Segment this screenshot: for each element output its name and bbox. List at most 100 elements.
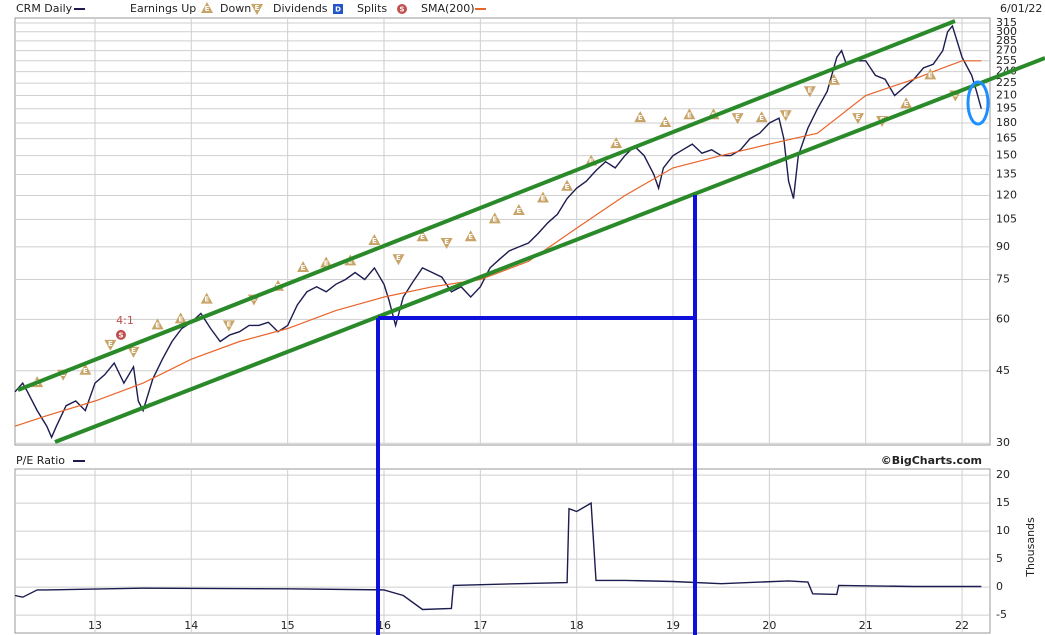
series-line	[14, 60, 982, 427]
marker-shape	[320, 256, 333, 268]
marker: E	[779, 110, 792, 122]
marker: S	[115, 329, 126, 340]
marker: E	[900, 97, 913, 109]
marker-label: E	[255, 4, 260, 12]
marker: S	[397, 4, 407, 14]
channel-line	[54, 56, 1045, 444]
plot-frame	[14, 468, 991, 634]
y-tick-label: 165	[996, 132, 1017, 145]
marker: E	[368, 234, 381, 246]
x-tick-label: 19	[666, 619, 680, 632]
marker: E	[222, 320, 235, 332]
marker-shape	[779, 110, 792, 122]
marker-shape	[683, 108, 696, 120]
marker-shape	[251, 4, 263, 15]
y-tick-label: 120	[996, 188, 1017, 201]
marker-shape	[200, 292, 213, 304]
marker-shape	[561, 179, 574, 191]
x-tick-label: 21	[859, 619, 873, 632]
marker-shape	[127, 346, 140, 358]
annotations	[17, 19, 1045, 635]
marker-shape	[488, 212, 501, 224]
x-tick-label: 13	[88, 619, 102, 632]
marker-label: E	[178, 315, 183, 323]
legend-label: Down	[220, 2, 251, 15]
y-tick-label: 0	[996, 580, 1003, 593]
marker-shape	[392, 254, 405, 266]
marker: E	[561, 179, 574, 191]
marker-label: E	[420, 233, 425, 241]
marker-label: E	[83, 367, 88, 375]
y-tick-label: 60	[996, 312, 1010, 325]
marker-label: E	[832, 77, 837, 85]
marker-label: E	[516, 207, 521, 215]
legend-label: Earnings Up	[130, 2, 196, 15]
marker-shape	[222, 320, 235, 332]
marker-label: E	[396, 254, 401, 262]
y-tick-label: 195	[996, 102, 1017, 115]
marker-label: E	[348, 257, 353, 265]
x-tick-label: 14	[184, 619, 198, 632]
marker: E	[610, 137, 623, 149]
marker-label: E	[687, 111, 692, 119]
y-tick-label: 300	[996, 25, 1017, 38]
marker: E	[392, 254, 405, 266]
y-tick-label: 15	[996, 496, 1010, 509]
marker: E	[924, 68, 937, 80]
highlight-ellipse	[966, 80, 990, 126]
marker-shape	[755, 111, 768, 123]
legend-label: CRM Daily	[16, 2, 73, 15]
y-tick-label: -5	[996, 608, 1007, 621]
marker: E	[755, 111, 768, 123]
marker: E	[659, 116, 672, 128]
marker-shape	[174, 312, 187, 324]
legend-label: Splits	[357, 2, 387, 15]
marker-label: E	[856, 113, 861, 121]
marker-label: E	[565, 183, 570, 191]
legend: CRM Daily Earnings Up E Down E Dividends D Spli…	[16, 2, 486, 15]
marker-shape	[803, 86, 816, 98]
marker: E	[104, 339, 117, 351]
date-label: 6/01/22	[1000, 2, 1042, 15]
marker-label: E	[372, 237, 377, 245]
marker-shape	[115, 329, 126, 340]
y-tick-label: 5	[996, 552, 1003, 565]
marker: E	[731, 113, 744, 125]
y-tick-label: 135	[996, 167, 1017, 180]
marker-shape	[610, 137, 623, 149]
marker-label: E	[205, 5, 210, 13]
x-tick-label: 18	[570, 619, 584, 632]
y-tick-label: 75	[996, 272, 1010, 285]
marker-label: D	[335, 6, 341, 14]
x-tick-label: 17	[473, 619, 487, 632]
marker: E	[803, 86, 816, 98]
marker-shape	[416, 230, 429, 242]
marker-shape	[333, 4, 343, 14]
marker-label: E	[301, 264, 306, 272]
marker-label: E	[541, 194, 546, 202]
marker-label: E	[783, 110, 788, 118]
marker: E	[127, 346, 140, 358]
marker: D	[333, 4, 343, 14]
marker: E	[852, 113, 865, 125]
y-tick-label: 285	[996, 34, 1017, 47]
y-tick-label: 90	[996, 240, 1010, 253]
marker-label: E	[759, 114, 764, 122]
y-tick-label: 45	[996, 364, 1010, 377]
marker-shape	[827, 73, 840, 85]
marker-label: E	[589, 158, 594, 166]
marker: E	[683, 108, 696, 120]
marker-shape	[440, 237, 453, 249]
y-tick-label: 20	[996, 468, 1010, 481]
marker-label: E	[444, 238, 449, 246]
plots: 3045607590105120135150165180195210225240…	[14, 16, 1017, 634]
marker-label: E	[108, 340, 113, 348]
y-axis-label: Thousands	[1024, 517, 1037, 578]
marker: E	[251, 4, 263, 15]
x-tick-label: 16	[377, 619, 391, 632]
marker-label: E	[735, 113, 740, 121]
marker: E	[79, 363, 92, 375]
marker-label: E	[468, 233, 473, 241]
